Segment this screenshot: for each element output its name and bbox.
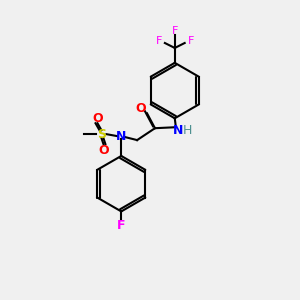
Text: O: O	[136, 102, 146, 115]
Text: F: F	[188, 36, 194, 46]
Text: S: S	[97, 128, 106, 141]
Text: N: N	[172, 124, 183, 137]
Text: F: F	[172, 26, 178, 36]
Text: N: N	[116, 130, 127, 142]
Text: H: H	[183, 124, 192, 137]
Text: F: F	[117, 219, 125, 232]
Text: O: O	[92, 112, 103, 125]
Text: F: F	[156, 36, 162, 46]
Text: O: O	[98, 143, 109, 157]
